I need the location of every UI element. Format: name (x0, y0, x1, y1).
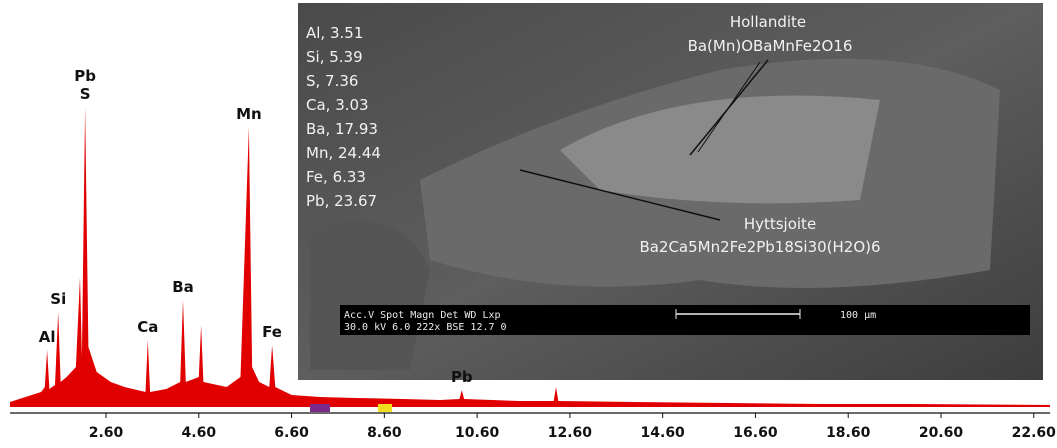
databar-values: 30.0 kV 6.0 222x BSE 12.7 0 (344, 322, 507, 333)
x-tick-label: 2.60 (89, 425, 124, 441)
composition-item: Ba, 17.93 (306, 120, 378, 138)
peak-label: Al (39, 328, 56, 346)
composition-item: Mn, 24.44 (306, 144, 381, 162)
chart: Acc.V Spot Magn Det WD Lxp 30.0 kV 6.0 2… (0, 0, 1057, 448)
x-tick-label: 22.60 (1012, 425, 1057, 441)
composition-item: Ca, 3.03 (306, 96, 369, 114)
peak-label: Si (50, 290, 66, 308)
peak-label: Ca (137, 318, 158, 336)
composition-item: S, 7.36 (306, 72, 358, 90)
x-tick-label: 16.60 (733, 425, 778, 441)
composition-item: Pb, 23.67 (306, 192, 377, 210)
peak-label: S (80, 85, 91, 103)
sem-image: Acc.V Spot Magn Det WD Lxp 30.0 kV 6.0 2… (298, 3, 1043, 380)
marker (310, 404, 330, 412)
peak-label: Pb (74, 67, 96, 85)
x-tick-label: 14.60 (641, 425, 686, 441)
x-tick-label: 6.60 (274, 425, 309, 441)
x-tick-label: 8.60 (367, 425, 402, 441)
mineral-name: Hyttsjoite (744, 215, 816, 233)
x-tick-label: 10.60 (455, 425, 500, 441)
scale-label: 100 µm (840, 310, 876, 321)
mineral-formula: Ba2Ca5Mn2Fe2Pb18Si30(H2O)6 (639, 238, 880, 256)
peak-label: Pb (451, 368, 473, 386)
peak-label: Fe (262, 323, 282, 341)
x-tick-label: 20.60 (919, 425, 964, 441)
mineral-name: Hollandite (730, 13, 806, 31)
x-tick-label: 4.60 (182, 425, 217, 441)
composition-item: Fe, 6.33 (306, 168, 366, 186)
peak-label: Ba (172, 278, 194, 296)
x-tick-label: 18.60 (826, 425, 871, 441)
composition-item: Si, 5.39 (306, 48, 363, 66)
grain (310, 221, 430, 370)
peak-label: Mn (236, 105, 262, 123)
mineral-formula: Ba(Mn)OBaMnFe2O16 (688, 37, 853, 55)
composition-item: Al, 3.51 (306, 24, 363, 42)
databar-header: Acc.V Spot Magn Det WD Lxp (344, 310, 501, 321)
marker (378, 404, 392, 412)
x-tick-label: 12.60 (548, 425, 593, 441)
